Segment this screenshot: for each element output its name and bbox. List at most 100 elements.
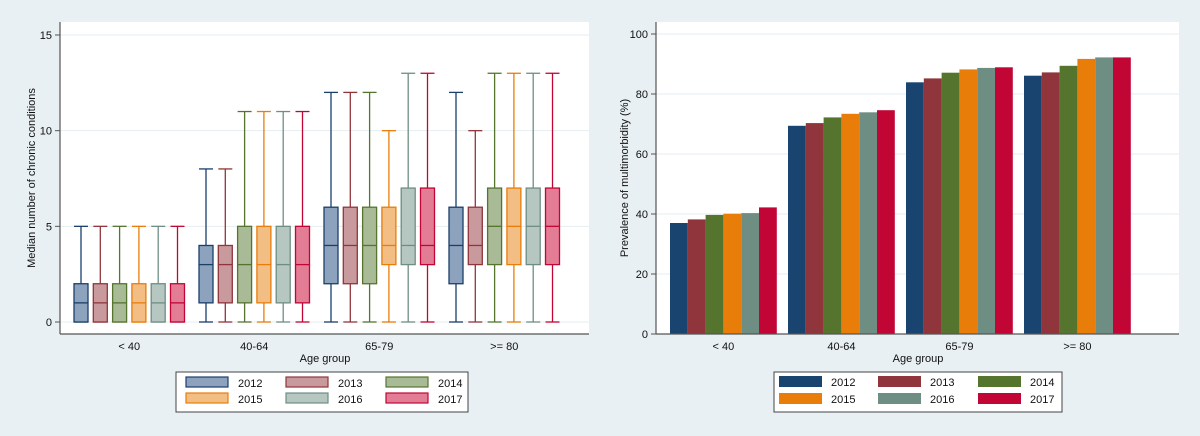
bar-2013-1 [805, 123, 824, 334]
bar-2015-1 [841, 113, 860, 334]
right-y-tick-label: 20 [636, 269, 648, 281]
bar-2012-2 [906, 82, 924, 334]
box-2014-2 [361, 91, 378, 323]
right-y-tick-label: 100 [630, 29, 648, 41]
bar-2014-2 [941, 72, 960, 334]
bar-2017-2 [995, 67, 1013, 335]
right-y-tick-label: 0 [642, 329, 648, 341]
legend-label-2014: 2014 [1030, 377, 1054, 389]
bar-2017-3 [1113, 57, 1131, 335]
right-category-label: 65-79 [945, 341, 973, 353]
legend-swatch-2014 [978, 376, 1021, 387]
legend-label-2016: 2016 [338, 394, 362, 406]
right-category-label: 40-64 [827, 341, 855, 353]
left-category-labels: < 40 40-64 65-79 >= 80 [118, 341, 518, 353]
bar-2015-3 [1077, 58, 1096, 335]
bar-2016-3 [1095, 57, 1113, 335]
left-y-tick-label: 10 [40, 126, 52, 138]
left-y-axis-title: Median number of chronic conditions [26, 88, 38, 268]
iqr-box [198, 244, 214, 304]
box-2014-1 [236, 110, 253, 323]
left-category-label: >= 80 [490, 341, 518, 353]
legend-swatch-2015 [779, 393, 822, 404]
box-2015-1 [256, 110, 272, 323]
legend-swatch-2013 [878, 376, 921, 387]
right-y-axis-ticks: 0 20 40 60 80 100 [630, 29, 656, 341]
legend-label-2017: 2017 [438, 394, 462, 406]
box-2017-1 [294, 110, 311, 323]
legend-label-2015: 2015 [831, 394, 855, 406]
box-2014-3 [486, 72, 503, 323]
bar-2015-0 [723, 213, 742, 334]
iqr-box [467, 206, 483, 266]
right-y-tick-label: 40 [636, 209, 648, 221]
legend-swatch-2017 [978, 393, 1021, 404]
bar-2016-0 [741, 213, 759, 334]
box-2012-3 [448, 91, 464, 323]
bar-panel: 0 20 40 60 80 100 < 40 40-64 65-79 >= 80 Age gro… [619, 22, 1179, 413]
box-2015-2 [381, 130, 397, 323]
box-2016-1 [275, 110, 291, 323]
left-legend-items: 2012 2013 2014 2015 2016 2017 [185, 376, 462, 406]
box-2017-3 [544, 72, 561, 323]
legend-label-2012: 2012 [831, 377, 855, 389]
left-y-tick-label: 5 [46, 221, 52, 233]
legend-swatch-2012 [779, 376, 822, 387]
legend-label-2014: 2014 [438, 378, 462, 390]
bar-2017-0 [759, 207, 777, 334]
left-x-axis-title: Age group [300, 353, 351, 365]
right-category-label: < 40 [713, 341, 735, 353]
legend-swatch-2016 [878, 393, 921, 404]
box-2016-3 [525, 72, 541, 323]
left-y-tick-label: 15 [40, 30, 52, 42]
box-2013-3 [467, 130, 483, 323]
bar-2014-0 [705, 214, 724, 334]
right-y-tick-label: 80 [636, 89, 648, 101]
left-category-label: 40-64 [240, 341, 268, 353]
left-category-label: < 40 [118, 341, 140, 353]
legend-swatch-2016 [285, 392, 329, 404]
legend-swatch-2012 [185, 376, 229, 388]
iqr-box [419, 187, 436, 266]
bar-2013-2 [923, 78, 942, 335]
iqr-box [400, 187, 416, 266]
box-2013-0 [92, 225, 108, 323]
box-2017-2 [419, 72, 436, 323]
box-2015-3 [506, 72, 522, 323]
legend-swatch-2014 [385, 376, 429, 388]
legend-label-2016: 2016 [930, 394, 954, 406]
box-2016-2 [400, 72, 416, 323]
left-category-label: 65-79 [365, 341, 393, 353]
box-2013-1 [217, 168, 233, 323]
legend-label-2012: 2012 [238, 378, 262, 390]
legend-swatch-2015 [185, 392, 229, 404]
bar-2016-2 [977, 67, 995, 335]
bar-2012-3 [1024, 75, 1042, 334]
legend-label-2013: 2013 [930, 377, 954, 389]
bar-2015-2 [959, 69, 978, 335]
right-y-tick-label: 60 [636, 149, 648, 161]
bar-2016-1 [859, 112, 877, 334]
left-y-axis-ticks: 0 5 10 15 [40, 30, 60, 329]
bar-2014-3 [1059, 65, 1078, 335]
right-y-axis-title: Prevalence of multimorbidity (%) [619, 99, 631, 257]
box-2012-0 [73, 225, 89, 323]
iqr-box [381, 206, 397, 266]
legend-swatch-2017 [385, 392, 429, 404]
right-bars [670, 57, 1131, 335]
legend-label-2017: 2017 [1030, 394, 1054, 406]
left-y-tick-label: 0 [46, 317, 52, 329]
right-x-axis-title: Age group [893, 353, 944, 365]
box-2012-1 [198, 168, 214, 323]
box-2012-2 [323, 91, 339, 323]
bar-2013-0 [687, 219, 706, 334]
box-2015-0 [131, 225, 147, 323]
box-2013-2 [342, 91, 358, 323]
legend-label-2015: 2015 [238, 394, 262, 406]
right-legend-items: 2012 2013 2014 2015 2016 2017 [779, 376, 1054, 406]
right-category-labels: < 40 40-64 65-79 >= 80 [713, 341, 1092, 353]
right-category-label: >= 80 [1063, 341, 1091, 353]
box-2017-0 [169, 225, 186, 323]
iqr-box [217, 244, 233, 304]
